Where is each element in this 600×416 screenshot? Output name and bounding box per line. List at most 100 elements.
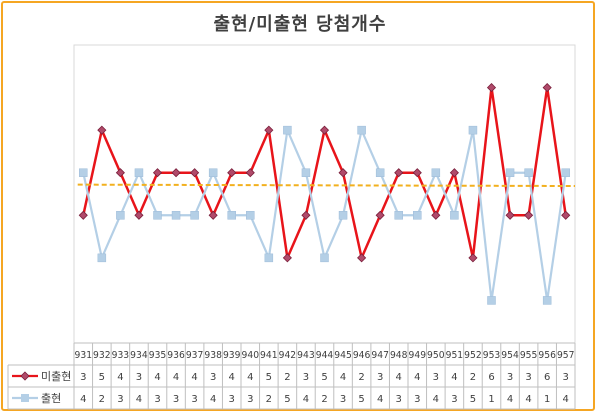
point-미출현-944	[319, 125, 330, 135]
data-label-출현-956: 1	[544, 394, 550, 405]
point-출현-954	[505, 168, 515, 177]
chart-title: 출현/미출현 당첨개수	[213, 14, 387, 35]
point-미출현-951	[449, 168, 459, 178]
point-미출현-939	[227, 168, 237, 178]
point-미출현-957	[561, 210, 571, 220]
point-미출현-931	[78, 210, 88, 220]
data-label-출현-938: 4	[210, 394, 216, 405]
data-label-출현-946: 5	[358, 394, 364, 405]
point-출현-950	[431, 168, 441, 177]
data-label-출현-936: 3	[173, 394, 179, 405]
tick-label-939: 939	[223, 350, 241, 361]
data-label-출현-937: 3	[191, 394, 197, 405]
data-label-미출현-945: 4	[340, 372, 346, 383]
tick-label-938: 938	[204, 350, 222, 361]
data-label-미출현-936: 4	[173, 372, 179, 383]
data-label-출현-934: 4	[136, 394, 142, 405]
point-미출현-935	[152, 168, 163, 178]
data-label-미출현-934: 3	[136, 372, 142, 383]
point-미출현-932	[97, 125, 107, 135]
point-출현-948	[394, 211, 403, 220]
point-미출현-938	[208, 210, 218, 220]
data-label-미출현-946: 2	[358, 372, 364, 383]
point-출현-941	[264, 253, 274, 263]
point-출현-937	[190, 211, 199, 220]
data-label-미출현-944: 5	[321, 372, 327, 383]
point-미출현-942	[282, 253, 292, 263]
point-출현-949	[413, 211, 422, 220]
point-출현-951	[450, 211, 459, 220]
point-미출현-950	[431, 210, 441, 220]
tick-label-945: 945	[334, 350, 352, 361]
point-출현-940	[246, 211, 255, 220]
point-미출현-955	[524, 210, 534, 220]
tick-label-951: 951	[446, 350, 464, 361]
data-label-미출현-954: 3	[507, 372, 513, 383]
tick-label-944: 944	[316, 350, 334, 361]
point-미출현-949	[412, 168, 422, 178]
legend-label-출현: 출현	[41, 392, 61, 405]
data-label-미출현-939: 4	[229, 372, 235, 383]
tick-label-953: 953	[483, 350, 501, 361]
point-출현-938	[208, 168, 218, 177]
tick-label-933: 933	[112, 350, 130, 361]
data-label-미출현-956: 6	[544, 372, 550, 383]
data-label-출현-950: 4	[433, 394, 439, 405]
tick-label-941: 941	[260, 350, 278, 361]
data-label-미출현-947: 3	[377, 372, 383, 383]
data-label-미출현-948: 4	[396, 372, 402, 383]
plot-area	[73, 44, 576, 344]
point-미출현-937	[190, 168, 200, 178]
point-미출현-946	[357, 253, 367, 263]
data-label-미출현-940: 4	[247, 372, 253, 383]
data-label-미출현-935: 4	[154, 372, 160, 383]
data-label-출현-932: 2	[99, 394, 105, 405]
data-label-출현-935: 3	[154, 394, 160, 405]
data-label-출현-944: 2	[321, 394, 327, 405]
data-label-미출현-941: 5	[266, 372, 272, 383]
tick-label-949: 949	[409, 350, 427, 361]
data-label-출현-957: 4	[563, 394, 569, 405]
tick-label-934: 934	[130, 350, 148, 361]
point-출현-955	[524, 168, 533, 177]
point-출현-932	[97, 253, 107, 263]
trendline	[77, 183, 576, 188]
tick-label-954: 954	[501, 350, 519, 361]
point-출현-939	[227, 211, 236, 220]
data-label-출현-941: 2	[266, 394, 272, 405]
point-출현-943	[301, 168, 311, 177]
data-label-출현-931: 4	[80, 394, 86, 405]
point-출현-931	[79, 168, 88, 177]
point-출현-944	[320, 253, 329, 263]
data-label-출현-949: 3	[414, 394, 420, 405]
data-label-미출현-951: 4	[451, 372, 457, 383]
tick-label-937: 937	[186, 350, 204, 361]
tick-label-950: 950	[427, 350, 445, 361]
point-미출현-956	[542, 83, 552, 93]
data-label-미출현-950: 3	[433, 372, 439, 383]
point-미출현-934	[134, 210, 144, 220]
data-label-미출현-952: 2	[470, 372, 476, 383]
data-label-출현-940: 3	[247, 394, 253, 405]
point-출현-945	[338, 211, 348, 220]
data-label-미출현-937: 4	[191, 372, 197, 383]
data-label-출현-953: 1	[488, 394, 494, 405]
tick-label-956: 956	[538, 350, 556, 361]
data-label-출현-943: 4	[303, 394, 309, 405]
tick-label-943: 943	[297, 350, 315, 361]
point-미출현-947	[375, 210, 385, 220]
data-label-출현-933: 3	[117, 394, 123, 405]
point-출현-933	[116, 211, 125, 220]
point-미출현-943	[301, 210, 311, 220]
point-출현-957	[561, 168, 570, 177]
point-미출현-940	[245, 168, 255, 178]
tick-label-932: 932	[93, 350, 111, 361]
point-미출현-954	[505, 210, 515, 220]
data-label-출현-945: 3	[340, 394, 346, 405]
tick-label-940: 940	[242, 350, 260, 361]
point-미출현-933	[115, 168, 125, 178]
data-label-출현-948: 3	[396, 394, 402, 405]
point-미출현-936	[171, 168, 181, 178]
legend-label-미출현: 미출현	[41, 370, 71, 383]
point-미출현-948	[394, 168, 404, 178]
